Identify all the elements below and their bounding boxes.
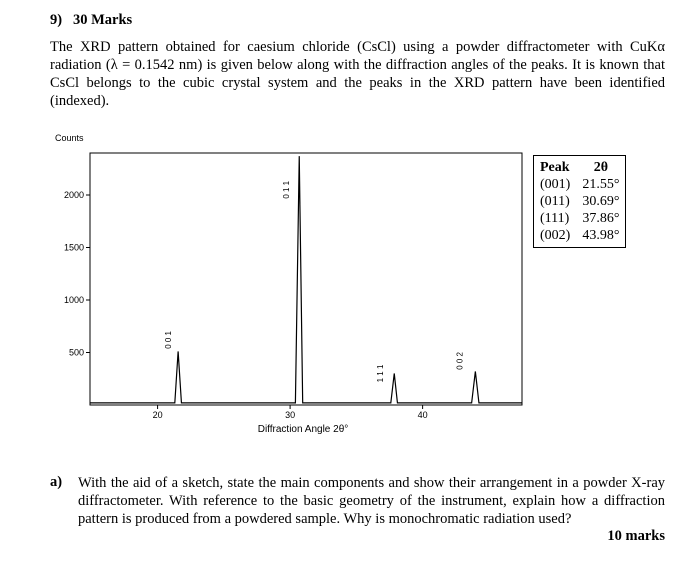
- table-row: Peak 2θ: [534, 159, 625, 176]
- cell: (011): [540, 194, 570, 209]
- peak-table: Peak 2θ (001) 21.55° (011) 30.69° (111) 37.86°(…: [533, 155, 627, 248]
- part-label: a): [50, 474, 63, 490]
- table-row: (111) 37.86°: [534, 210, 625, 227]
- question-intro: The XRD pattern obtained for caesium chl…: [50, 39, 665, 109]
- x-axis-label: Diffraction Angle 2θ°: [258, 424, 349, 435]
- x-tick-label: 20: [153, 410, 163, 420]
- y-tick-label: 1000: [64, 295, 84, 305]
- y-tick-label: 500: [69, 348, 84, 358]
- peak-index: 0 1 1: [282, 180, 291, 198]
- table-row: (001) 21.55°: [534, 176, 625, 193]
- part-text: With the aid of a sketch, state the main…: [78, 475, 665, 527]
- x-tick-label: 40: [418, 410, 428, 420]
- y-tick-label: 2000: [64, 190, 84, 200]
- cell: 43.98°: [582, 228, 620, 243]
- cell: 37.86°: [582, 211, 620, 226]
- table: Peak 2θ (001) 21.55° (011) 30.69° (111) 37.86°(…: [534, 159, 625, 244]
- x-tick-label: 30: [285, 410, 295, 420]
- peak-index: 0 0 1: [164, 330, 173, 348]
- peak-index: 0 0 2: [455, 351, 464, 369]
- table-row: (002) 43.98°: [534, 227, 625, 244]
- cell: (111): [540, 211, 570, 226]
- xrd-chart: Counts Diffraction Angle 2θ° 500 1000 1500…: [55, 133, 523, 435]
- question-number: 9): [50, 12, 63, 28]
- peak-index: 1 1 1: [376, 364, 385, 382]
- cell: (002): [540, 228, 571, 243]
- cell: (001): [540, 177, 571, 192]
- table-row: (011) 30.69°: [534, 193, 625, 210]
- y-axis-label: Counts: [55, 133, 84, 143]
- question-heading: 9) 30 Marks: [50, 12, 132, 29]
- cell: 21.55°: [582, 177, 620, 192]
- diffraction-pattern: [90, 156, 522, 404]
- cell: 30.69°: [582, 194, 620, 209]
- y-tick-label: 1500: [64, 243, 84, 253]
- header-cell: Peak: [540, 160, 570, 175]
- table-body: Peak 2θ (001) 21.55° (011) 30.69° (111) 37.86°(…: [534, 159, 625, 244]
- header-cell: 2θ: [593, 160, 609, 175]
- part-marks: 10 marks: [607, 528, 665, 544]
- plot-frame: [89, 152, 523, 406]
- question-marks: 30 Marks: [72, 12, 133, 28]
